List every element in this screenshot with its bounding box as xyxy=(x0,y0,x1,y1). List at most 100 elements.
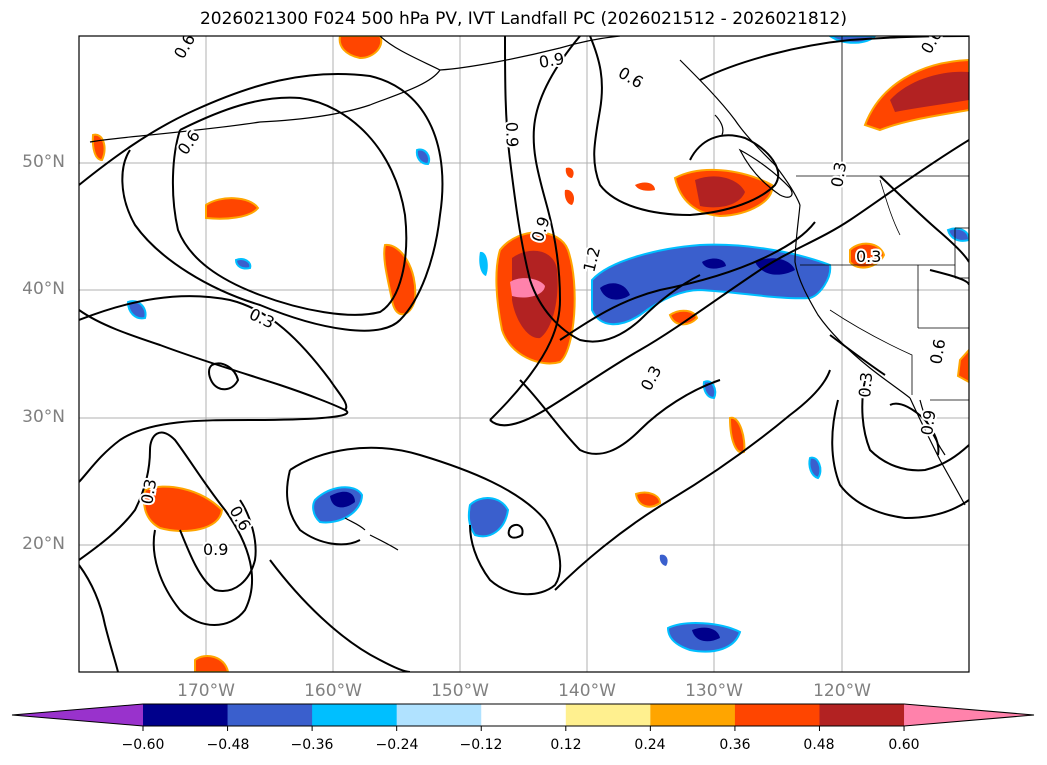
contour-label: 0.9 xyxy=(502,121,522,147)
contour-line xyxy=(554,369,831,591)
contour-label: 0.6 xyxy=(926,337,949,365)
contour-label: 0.6 xyxy=(174,127,204,159)
colorbar-bin xyxy=(312,704,398,726)
contour-label: 0.9 xyxy=(917,409,939,437)
pv-anomaly-positive xyxy=(338,36,383,60)
contour-line xyxy=(286,469,361,546)
pv-anomaly-positive xyxy=(668,309,699,326)
colorbar-extend-max xyxy=(904,704,1034,726)
pv-anomaly-positive xyxy=(565,167,574,178)
contour-line xyxy=(79,431,253,626)
contour-label: 0.6 xyxy=(615,63,647,92)
colorbar-bin xyxy=(227,704,313,726)
contour-line xyxy=(79,309,349,483)
contour-line xyxy=(589,36,780,217)
colorbar-bin xyxy=(565,704,651,726)
colorbar-tick-label: −0.48 xyxy=(206,737,250,753)
pv-anomaly-positive xyxy=(564,189,575,205)
contour-label: 0.3 xyxy=(827,160,850,188)
pv-anomaly-negative xyxy=(415,148,431,166)
contour-label: 0.6 xyxy=(917,25,946,57)
lon-label-160w: 160°W xyxy=(304,681,362,701)
contour-label: 0.3 xyxy=(246,304,277,332)
colorbar-extend-min xyxy=(12,704,143,726)
colorbar-tick-label: −0.12 xyxy=(459,737,503,753)
coastlines xyxy=(89,36,966,551)
colorbar-tick-label: 0.48 xyxy=(803,737,835,753)
contour-line xyxy=(489,36,581,421)
pv-anomaly-positive xyxy=(956,348,969,384)
colorbar-tick-label: 0.36 xyxy=(719,737,751,753)
positive-pv-shading xyxy=(91,36,969,672)
contour-line xyxy=(79,73,444,332)
baja-coast xyxy=(909,397,966,506)
contour-line xyxy=(699,36,969,81)
contour-label: 0.3 xyxy=(855,371,876,398)
contour-line xyxy=(879,175,969,263)
pc-contours xyxy=(79,36,969,672)
contour-line xyxy=(79,295,348,411)
pv-anomaly-negative xyxy=(479,251,488,276)
pv-anomaly-positive xyxy=(194,655,230,672)
contour-line xyxy=(269,559,411,672)
pv-anomaly-negative xyxy=(600,283,630,300)
pv-anomaly-positive xyxy=(634,491,662,508)
pv-anomaly-negative xyxy=(702,258,726,269)
pv-anomaly-negative xyxy=(234,258,252,270)
lon-label-120w: 120°W xyxy=(813,681,871,701)
lat-label-40n: 40°N xyxy=(22,279,65,299)
lat-label-30n: 30°N xyxy=(22,407,65,427)
contour-line xyxy=(929,269,969,286)
pv-anomaly-negative xyxy=(946,227,969,242)
pv-anomaly-negative xyxy=(330,491,355,508)
pv-anomaly-positive xyxy=(142,485,224,532)
colorbar-tick-label: 0.12 xyxy=(550,737,582,753)
pv-anomaly-positive xyxy=(728,416,746,454)
haida-gwaii xyxy=(714,114,724,136)
colorbar-bin xyxy=(481,704,567,726)
colorbar-bin xyxy=(819,704,905,726)
colorbar-tick-label: −0.60 xyxy=(121,737,165,753)
pv-anomaly-positive xyxy=(635,182,655,191)
colorbar-bin xyxy=(396,704,482,726)
contour-line xyxy=(559,221,816,341)
contour-line xyxy=(171,96,408,316)
colorbar-bin xyxy=(650,704,736,726)
pv-anomaly-positive xyxy=(849,242,886,269)
lon-label-130w: 130°W xyxy=(685,681,743,701)
pv-anomaly-positive xyxy=(695,176,745,208)
lat-label-20n: 20°N xyxy=(22,534,65,554)
pv-anomaly-positive xyxy=(510,278,545,298)
canada-coast xyxy=(679,59,801,206)
contour-line xyxy=(208,362,240,391)
pv-anomaly-positive xyxy=(890,71,969,112)
map-frame xyxy=(78,35,970,673)
colorbar-bin xyxy=(734,704,820,726)
alaska-coast xyxy=(89,36,441,143)
contour-label: 1.2 xyxy=(579,245,604,274)
contour-label: 0.6 xyxy=(226,503,255,535)
hawaii-islands xyxy=(344,517,399,551)
colorbar-bin xyxy=(143,704,229,726)
lat-label-50n: 50°N xyxy=(22,152,65,172)
colorbar-tick-label: 0.24 xyxy=(634,737,666,753)
pv-anomaly-negative xyxy=(591,243,832,326)
vancouver-island xyxy=(738,148,793,198)
colorbar xyxy=(11,703,1035,731)
lon-label-150w: 150°W xyxy=(431,681,489,701)
contour-line xyxy=(289,446,562,596)
contour-label: 0.3 xyxy=(856,247,881,266)
contour-line xyxy=(519,379,721,455)
pv-anomaly-negative xyxy=(808,456,822,480)
lon-label-140w: 140°W xyxy=(558,681,616,701)
contour-label: 0.6 xyxy=(170,30,199,62)
map-title: 2026021300 F024 500 hPa PV, IVT Landfall… xyxy=(199,9,847,29)
pv-anomaly-negative xyxy=(755,258,795,275)
contour-label: 0.9 xyxy=(537,49,565,72)
contour-label: 0.3 xyxy=(637,362,666,393)
contour-line xyxy=(179,499,257,592)
contour-line xyxy=(507,523,524,539)
contour-line xyxy=(889,402,940,456)
lon-label-170w: 170°W xyxy=(177,681,235,701)
